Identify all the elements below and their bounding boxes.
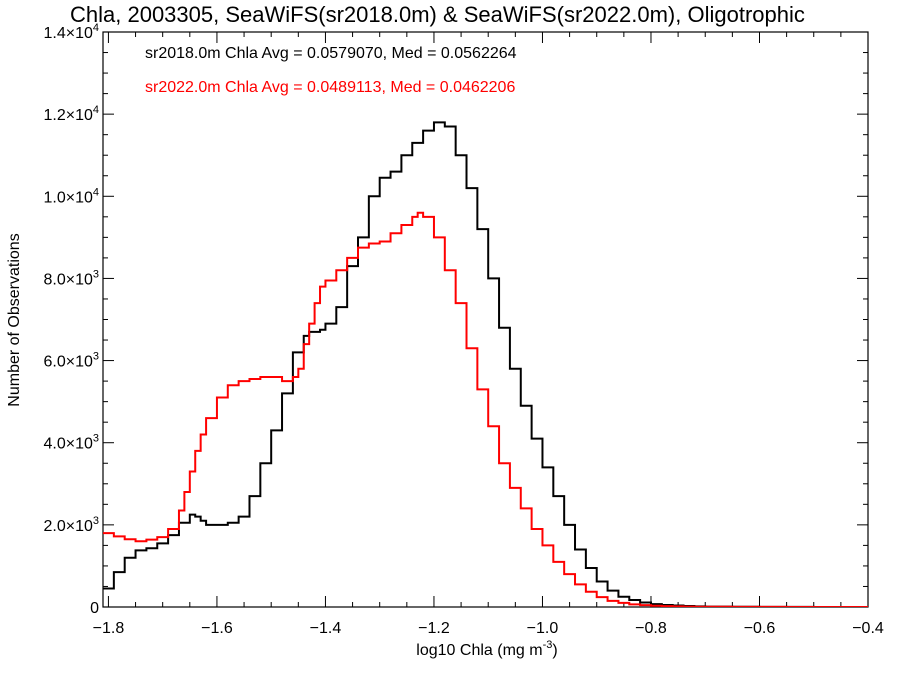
y-tick-exponent: 4 [93,186,99,198]
y-tick-base: 6.0×10 [43,354,92,371]
x-axis-label: log10 Chla (mg m-3) [416,639,557,659]
x-tick-label: −1.6 [201,620,233,637]
y-tick-base: 1.4×10 [43,25,92,42]
chart-title: Chla, 2003305, SeaWiFS(sr2018.0m) & SeaW… [70,2,805,27]
annotation-series-1: sr2018.0m Chla Avg = 0.0579070, Med = 0.… [145,45,517,62]
x-axis-label-close: ) [552,642,557,659]
y-axis: 02.0×1034.0×1036.0×1038.0×1031.0×1041.2×… [43,22,868,617]
series-line-2 [103,211,868,607]
y-tick-exponent: 3 [93,268,99,280]
y-tick-base: 4.0×10 [43,436,92,453]
y-tick-exponent: 4 [93,22,99,34]
y-tick-base: 2.0×10 [43,518,92,535]
x-axis: −1.8 −1.6 −1.4 −1.2 −1.0 −0.8 −0.6 −0.4 [93,32,884,637]
y-tick-label: 8.0×103 [43,268,99,288]
x-tick-label: −1.0 [527,620,559,637]
y-tick-label: 4.0×103 [43,433,99,453]
plot-border [102,31,869,608]
y-tick-base: 8.0×10 [43,271,92,288]
x-tick-label: −0.4 [852,620,884,637]
x-tick-label: −1.8 [93,620,125,637]
x-tick-label: −0.8 [635,620,667,637]
y-tick-label: 6.0×103 [43,351,99,371]
y-tick-base: 1.2×10 [43,107,92,124]
y-tick-exponent: 3 [93,433,99,445]
y-tick-label: 1.4×104 [43,22,99,42]
x-tick-label: −1.4 [310,620,342,637]
y-tick-label: 1.2×104 [43,104,99,124]
y-tick-base: 1.0×10 [43,189,92,206]
y-tick-exponent: 3 [93,515,99,527]
series-layer [103,121,868,607]
annotation-series-2: sr2022.0m Chla Avg = 0.0489113, Med = 0.… [145,79,515,96]
y-tick-base: 0 [90,600,99,617]
y-tick-exponent: 3 [93,351,99,363]
series-line-1 [103,121,868,607]
plot-frame [102,31,869,608]
y-tick-label: 2.0×103 [43,515,99,535]
x-axis-label-superscript: -3 [543,639,553,651]
y-tick-exponent: 4 [93,104,99,116]
y-tick-label: 0 [90,600,99,617]
x-axis-label-main: log10 Chla (mg m [416,642,542,659]
y-tick-label: 1.0×104 [43,186,99,206]
y-axis-label: Number of Observations [6,233,23,406]
x-tick-label: −1.2 [418,620,450,637]
x-tick-label: −0.6 [744,620,776,637]
